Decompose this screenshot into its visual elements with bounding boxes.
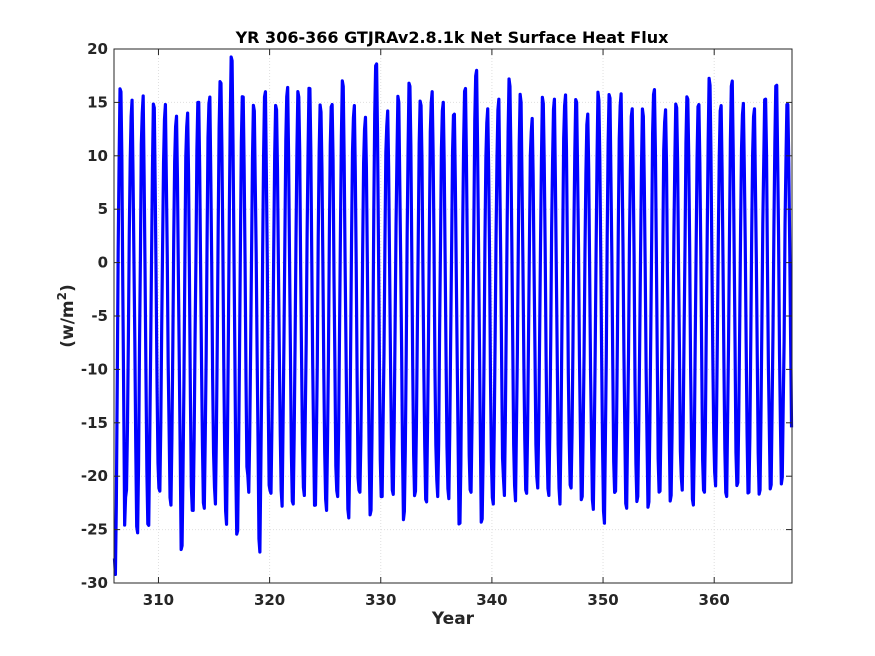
y-axis-label-close: ): [58, 284, 78, 292]
y-tick-label: -15: [81, 414, 108, 432]
series-group: [112, 55, 794, 577]
y-tick-label: 5: [98, 200, 108, 218]
y-tick-label: 20: [87, 40, 108, 58]
y-tick-label: 15: [87, 93, 108, 111]
series-line: [112, 55, 794, 577]
x-tick-labels: 310 320 330 340 350 360: [143, 591, 730, 609]
y-axis-label: (w/m2): [55, 284, 78, 348]
y-tick-label: 10: [87, 147, 108, 165]
y-tick-label: 0: [98, 254, 108, 272]
x-tick-label: 340: [476, 591, 507, 609]
y-axis-label-main: (w/m: [58, 300, 78, 347]
tick-marks: [114, 48, 792, 584]
y-tick-label: -5: [91, 307, 108, 325]
x-tick-label: 360: [699, 591, 730, 609]
y-axis-label-superscript: 2: [55, 292, 69, 300]
x-tick-label: 350: [587, 591, 618, 609]
y-tick-label: -10: [81, 360, 108, 378]
x-tick-label: 310: [143, 591, 174, 609]
y-tick-labels: -30 -25 -20 -15 -10 -5 0 5 10 15 20: [81, 40, 108, 592]
x-tick-label: 320: [254, 591, 285, 609]
y-tick-label: -30: [81, 574, 108, 592]
x-axis-label: Year: [431, 609, 475, 629]
chart-title: YR 306-366 GTJRAv2.8.1k Net Surface Heat…: [235, 28, 670, 47]
y-tick-label: -25: [81, 521, 108, 539]
x-tick-label: 330: [365, 591, 396, 609]
y-tick-label: -20: [81, 467, 108, 485]
